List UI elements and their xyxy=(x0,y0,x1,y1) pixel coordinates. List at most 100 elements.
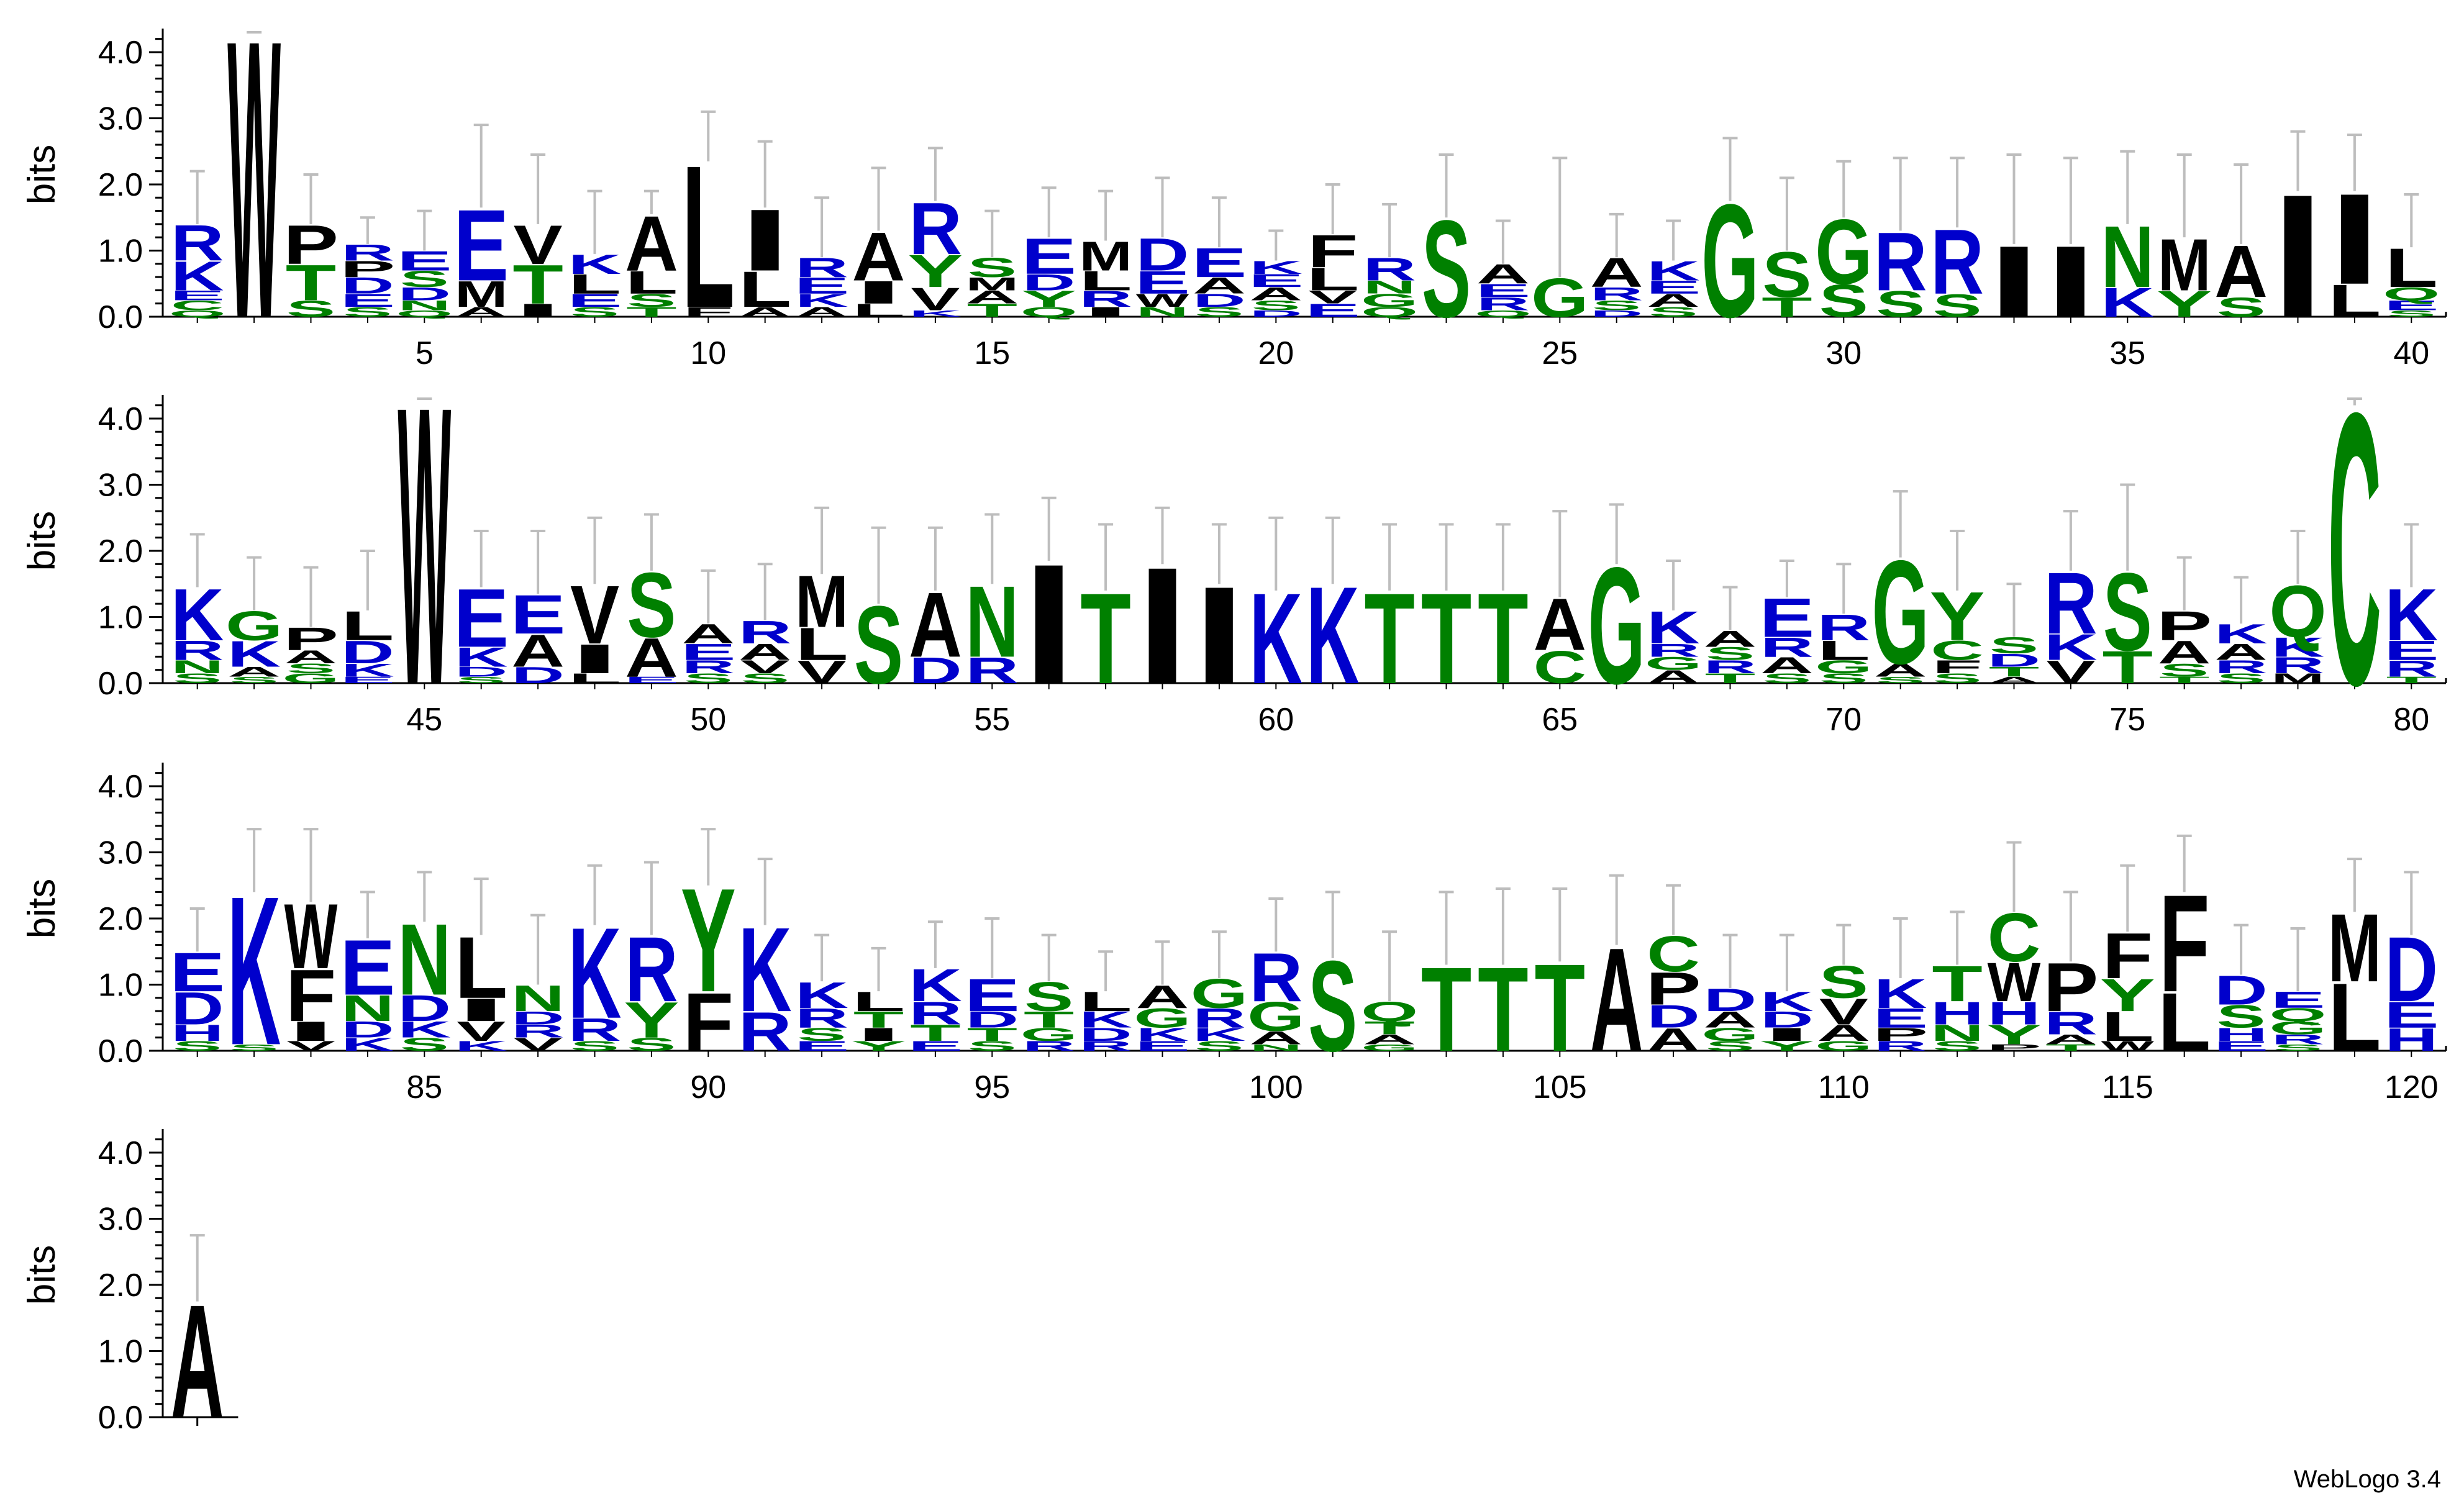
logo-letter: D xyxy=(965,1007,1019,1033)
logo-stack: RN xyxy=(965,513,1019,691)
logo-letter: E xyxy=(794,273,850,299)
logo-letter: M xyxy=(455,273,508,315)
logo-letter: C xyxy=(1533,641,1586,692)
logo-letter: W xyxy=(227,0,281,401)
logo-stack: S xyxy=(1422,153,1471,346)
logo-stack: FY xyxy=(681,828,736,1069)
logo-stack: TS xyxy=(1762,176,1812,323)
logo-letter: P xyxy=(283,214,339,276)
logo-letter: I xyxy=(284,1016,337,1047)
logo-letter: S xyxy=(1706,1038,1755,1054)
logo-letter: R xyxy=(1647,640,1700,661)
logo-letter: I xyxy=(512,300,565,320)
logo-letter: E xyxy=(624,675,679,686)
logo-letter: Q xyxy=(1475,308,1532,319)
logo-letter: H xyxy=(2384,1022,2438,1058)
logo-letter: K xyxy=(2384,574,2438,656)
logo-letter: T xyxy=(1364,1018,1415,1038)
logo-letter: C xyxy=(1930,635,1984,666)
logo-letter: T xyxy=(1478,567,1529,711)
logo-stack: LI xyxy=(2328,134,2381,327)
logo-letter: K xyxy=(227,633,281,674)
logo-stack: T xyxy=(1421,891,1471,1077)
logo-letter: S xyxy=(2103,551,2152,674)
logo-letter: T xyxy=(286,255,336,311)
logo-letter: R xyxy=(681,657,735,678)
logo-letter: S xyxy=(230,674,279,685)
logo-letter: V xyxy=(1308,287,1358,307)
logo-letter: R xyxy=(909,188,962,270)
logo-letter: I xyxy=(1761,1024,1814,1045)
logo-letter: S xyxy=(343,304,392,320)
logo-letter: A xyxy=(1647,667,1700,687)
x-tick-label: 100 xyxy=(1249,1069,1303,1105)
logo-letter: I xyxy=(2329,167,2381,311)
y-tick-label: 2.0 xyxy=(98,901,143,937)
logo-letter: D xyxy=(341,273,394,299)
logo-letter: E xyxy=(170,288,225,303)
logo-letter: A xyxy=(1647,1022,1700,1058)
logo-letter: A xyxy=(2044,1032,2098,1047)
logo-stack: S xyxy=(854,526,903,707)
x-tick-label: 30 xyxy=(1825,335,1862,371)
logo-letter: R xyxy=(1874,1038,1927,1054)
logo-stack: SYR xyxy=(624,861,679,1055)
logo-letter: V xyxy=(457,1016,506,1047)
logo-letter: T xyxy=(2103,642,2153,693)
y-tick-label: 0.0 xyxy=(98,1400,143,1436)
logo-letter: G xyxy=(1191,971,1248,1017)
logo-letter: Q xyxy=(2383,284,2440,304)
logo-letter: V xyxy=(1819,991,1868,1032)
logo-letter: I xyxy=(455,992,507,1028)
x-tick-label: 40 xyxy=(2393,335,2429,371)
logo-stack: SA xyxy=(2214,163,2268,322)
logo-row: 0.0 1.0 2.0 3.0 4.0 bits 85 90 95 100 105 110 115 120… xyxy=(20,763,2447,1105)
logo-letter: M xyxy=(2271,671,2325,686)
logo-letter: M xyxy=(965,274,1019,294)
logo-letter: A xyxy=(1193,273,1246,299)
logo-letter: Y xyxy=(851,1038,906,1054)
logo-letter: R xyxy=(1079,1038,1132,1054)
logo-letter: G xyxy=(225,603,283,649)
logo-letter: Y xyxy=(2100,969,2155,1021)
logo-letter: S xyxy=(1649,304,1698,320)
logo-letter: L xyxy=(682,124,735,350)
x-tick-label: 35 xyxy=(2109,335,2145,371)
logo-letter: M xyxy=(1079,233,1132,279)
logo-letter: Q xyxy=(2269,570,2326,653)
logo-letter: A xyxy=(1590,250,1643,296)
logo-letter: Y xyxy=(624,992,679,1049)
logo-letter: A xyxy=(1760,652,1814,678)
logo-letter: A xyxy=(2158,634,2211,670)
logo-letter: S xyxy=(1819,671,1868,686)
logo-letter: G xyxy=(1815,1038,1872,1054)
logo-letter: Y xyxy=(1930,578,1985,655)
logo-letter: S xyxy=(400,266,449,292)
logo-letter: A xyxy=(1647,291,1700,311)
logo-letter: G xyxy=(1361,1042,1418,1053)
logo-letter: D xyxy=(1249,308,1302,319)
logo-stack: YM xyxy=(2157,153,2212,325)
logo-stack: DAE xyxy=(511,530,566,688)
logo-letter: G xyxy=(1701,1025,1758,1045)
logo-letter: E xyxy=(1873,1003,1928,1034)
logo-letter: R xyxy=(795,1002,848,1033)
logo-letter: R xyxy=(909,995,962,1032)
logo-letter: S xyxy=(1876,283,1925,325)
logo-letter: R xyxy=(2271,652,2325,678)
logo-stack: A xyxy=(1590,874,1643,1082)
logo-letter: E xyxy=(1646,277,1701,297)
